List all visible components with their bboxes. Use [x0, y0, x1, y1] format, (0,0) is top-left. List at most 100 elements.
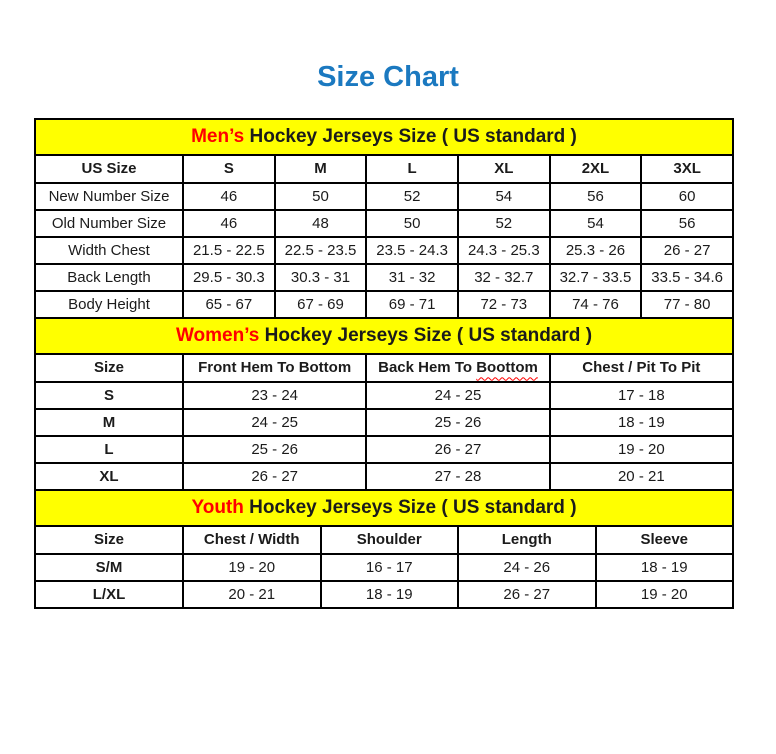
table-row: Width Chest 21.5 - 22.5 22.5 - 23.5 23.5… [34, 235, 734, 265]
value-cell: 19 - 20 [594, 579, 734, 609]
row-label: New Number Size [34, 181, 184, 211]
value-cell: 50 [365, 208, 459, 238]
table-row: XL 26 - 27 27 - 28 20 - 21 [34, 461, 735, 491]
row-label: Old Number Size [34, 208, 184, 238]
value-cell: 26 - 27 [365, 434, 551, 464]
column-header-text: Back Hem To [378, 359, 477, 377]
table-row: New Number Size 46 50 52 54 56 60 [34, 181, 734, 211]
value-cell: 25.3 - 26 [548, 235, 643, 265]
column-header: Front Hem To Bottom [181, 352, 368, 383]
value-cell: 26 - 27 [640, 235, 734, 265]
row-label: Back Length [34, 262, 184, 292]
value-cell: 50 [273, 181, 368, 211]
column-header: M [273, 153, 368, 184]
column-header: US Size [34, 153, 184, 184]
value-cell: 56 [640, 208, 734, 238]
value-cell: 33.5 - 34.6 [640, 262, 734, 292]
table-row: S/M 19 - 20 16 - 17 24 - 26 18 - 19 [34, 552, 734, 582]
value-cell: 20 - 21 [548, 461, 735, 491]
value-cell: 72 - 73 [456, 289, 551, 319]
column-header: Shoulder [319, 524, 459, 555]
misspelled-word: Boottom [476, 359, 538, 377]
youth-banner-highlight: Youth [191, 496, 244, 518]
column-header: XL [456, 153, 551, 184]
womens-header-row: Size Front Hem To Bottom Back Hem To Boo… [34, 352, 735, 383]
mens-header-row: US Size S M L XL 2XL 3XL [34, 153, 734, 184]
youth-banner-text: Hockey Jerseys Size ( US standard ) [243, 496, 577, 518]
value-cell: 16 - 17 [319, 552, 459, 582]
value-cell: 32 - 32.7 [456, 262, 551, 292]
womens-section-banner: Women’s Hockey Jerseys Size ( US standar… [34, 316, 734, 355]
row-label: Width Chest [34, 235, 184, 265]
table-row: Old Number Size 46 48 50 52 54 56 [34, 208, 734, 238]
page-title: Size Chart [317, 61, 459, 93]
value-cell: 21.5 - 22.5 [182, 235, 276, 265]
womens-banner-text: Hockey Jerseys Size ( US standard ) [259, 324, 593, 346]
value-cell: 24.3 - 25.3 [456, 235, 551, 265]
value-cell: 60 [640, 181, 734, 211]
value-cell: 77 - 80 [640, 289, 734, 319]
column-header: Chest / Pit To Pit [548, 352, 735, 383]
value-cell: 20 - 21 [182, 579, 322, 609]
value-cell: 24 - 26 [457, 552, 597, 582]
mens-banner-row: Men’s Hockey Jerseys Size ( US standard … [34, 117, 734, 156]
size-cell: M [34, 407, 184, 437]
value-cell: 29.5 - 30.3 [182, 262, 276, 292]
column-header: L [365, 153, 459, 184]
value-cell: 24 - 25 [181, 407, 368, 437]
value-cell: 52 [456, 208, 551, 238]
value-cell: 23 - 24 [181, 380, 368, 410]
size-cell: S [34, 380, 184, 410]
youth-banner-row: Youth Hockey Jerseys Size ( US standard … [34, 488, 734, 527]
size-chart-container: Men’s Hockey Jerseys Size ( US standard … [34, 117, 735, 609]
value-cell: 18 - 19 [594, 552, 734, 582]
value-cell: 18 - 19 [548, 407, 735, 437]
value-cell: 24 - 25 [365, 380, 551, 410]
size-cell: XL [34, 461, 184, 491]
table-row: L 25 - 26 26 - 27 19 - 20 [34, 434, 735, 464]
value-cell: 69 - 71 [365, 289, 459, 319]
value-cell: 46 [182, 208, 276, 238]
value-cell: 74 - 76 [548, 289, 643, 319]
column-header: Length [457, 524, 597, 555]
value-cell: 65 - 67 [182, 289, 276, 319]
value-cell: 54 [548, 208, 643, 238]
size-cell: S/M [34, 552, 184, 582]
value-cell: 30.3 - 31 [273, 262, 368, 292]
column-header: S [182, 153, 276, 184]
value-cell: 27 - 28 [365, 461, 551, 491]
size-cell: L [34, 434, 184, 464]
mens-section-banner: Men’s Hockey Jerseys Size ( US standard … [34, 117, 734, 156]
column-header: Sleeve [594, 524, 734, 555]
value-cell: 26 - 27 [457, 579, 597, 609]
value-cell: 25 - 26 [181, 434, 368, 464]
value-cell: 56 [548, 181, 643, 211]
value-cell: 46 [182, 181, 276, 211]
womens-size-table: Women’s Hockey Jerseys Size ( US standar… [34, 316, 735, 491]
value-cell: 23.5 - 24.3 [365, 235, 459, 265]
column-header: 3XL [640, 153, 734, 184]
value-cell: 31 - 32 [365, 262, 459, 292]
table-row: M 24 - 25 25 - 26 18 - 19 [34, 407, 735, 437]
value-cell: 18 - 19 [319, 579, 459, 609]
youth-header-row: Size Chest / Width Shoulder Length Sleev… [34, 524, 734, 555]
youth-size-table: Youth Hockey Jerseys Size ( US standard … [34, 488, 734, 609]
table-row: S 23 - 24 24 - 25 17 - 18 [34, 380, 735, 410]
mens-banner-text: Hockey Jerseys Size ( US standard ) [244, 125, 577, 147]
womens-banner-highlight: Women’s [175, 324, 260, 346]
value-cell: 67 - 69 [273, 289, 368, 319]
mens-size-table: Men’s Hockey Jerseys Size ( US standard … [34, 117, 734, 319]
column-header-misspelled: Back Hem To Boottom [365, 352, 551, 383]
mens-banner-highlight: Men’s [191, 125, 245, 147]
table-row: L/XL 20 - 21 18 - 19 26 - 27 19 - 20 [34, 579, 734, 609]
value-cell: 25 - 26 [365, 407, 551, 437]
table-row: Back Length 29.5 - 30.3 30.3 - 31 31 - 3… [34, 262, 734, 292]
youth-section-banner: Youth Hockey Jerseys Size ( US standard … [34, 488, 734, 527]
column-header: Size [34, 524, 184, 555]
size-cell: L/XL [34, 579, 184, 609]
value-cell: 19 - 20 [182, 552, 322, 582]
table-row: Body Height 65 - 67 67 - 69 69 - 71 72 -… [34, 289, 734, 319]
value-cell: 17 - 18 [548, 380, 735, 410]
value-cell: 19 - 20 [548, 434, 735, 464]
value-cell: 52 [365, 181, 459, 211]
